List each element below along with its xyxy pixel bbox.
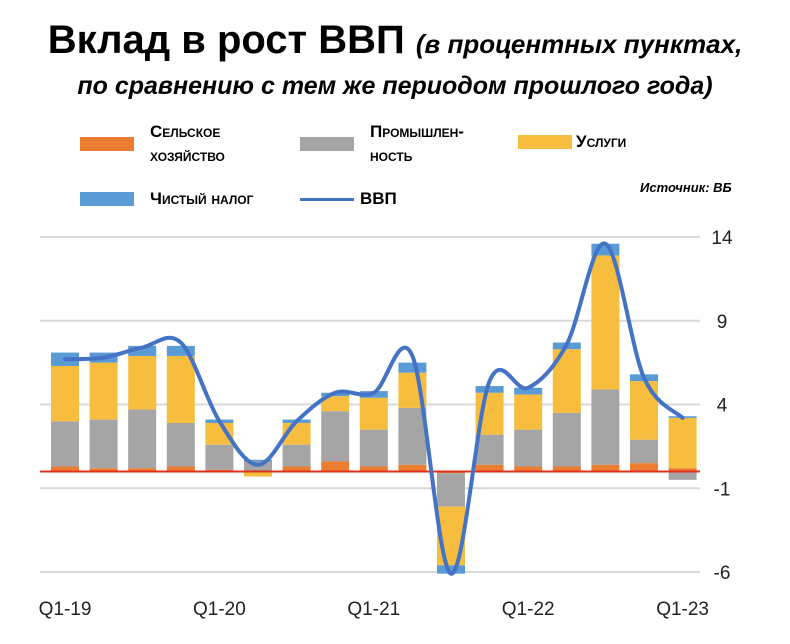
bar-agri bbox=[89, 468, 118, 472]
bar-services bbox=[244, 471, 272, 477]
bar-tax bbox=[166, 345, 195, 356]
legend-label: Промышлен- bbox=[370, 122, 464, 141]
bar-agri bbox=[128, 468, 157, 472]
bar-tax bbox=[398, 362, 427, 373]
legend-label: ность bbox=[370, 146, 413, 165]
bar-services bbox=[128, 355, 157, 410]
bar-industry bbox=[437, 473, 465, 507]
bar-tax bbox=[475, 386, 504, 393]
bar-industry bbox=[552, 412, 581, 467]
bar-tax bbox=[128, 345, 157, 356]
legend-label: Чистый налог bbox=[150, 189, 254, 208]
bar-tax bbox=[244, 459, 272, 462]
bar-agri bbox=[398, 464, 427, 472]
bar-tax bbox=[514, 387, 543, 395]
legend-gdp: ВВП bbox=[300, 187, 397, 211]
y-tick-label: 9 bbox=[717, 312, 728, 333]
legend-industry: Промышлен-ность bbox=[300, 120, 464, 168]
bar-services bbox=[51, 365, 79, 422]
bar-industry bbox=[205, 444, 234, 470]
legend-tax: Чистый налог bbox=[80, 187, 253, 211]
chart-title: Вклад в рост ВВП (в процентных пунктах, bbox=[0, 18, 790, 63]
legend-swatch-tax bbox=[80, 192, 134, 206]
bar-industry bbox=[591, 389, 620, 465]
bar-tax bbox=[437, 565, 465, 574]
bar-services bbox=[89, 362, 118, 420]
bar-agri bbox=[475, 464, 504, 472]
bar-agri bbox=[359, 466, 388, 472]
x-tick-label: Q1-22 bbox=[502, 599, 555, 620]
bar-services bbox=[630, 381, 658, 440]
legend-swatch-services bbox=[518, 135, 572, 149]
legend-label: Услуги bbox=[576, 132, 627, 151]
bar-services bbox=[359, 397, 388, 430]
bar-services bbox=[514, 394, 543, 430]
title-subtitle-2: по сравнению с тем же периодом прошлого … bbox=[77, 72, 713, 100]
y-tick-label: 14 bbox=[711, 228, 733, 249]
bar-services bbox=[321, 396, 350, 412]
legend-label: Сельское bbox=[150, 122, 221, 141]
legend-agri: Сельское хозяйство bbox=[80, 120, 225, 168]
x-tick-label: Q1-21 bbox=[347, 599, 400, 620]
y-tick-label: -6 bbox=[714, 563, 731, 584]
bar-services bbox=[591, 255, 620, 390]
legend-swatch-industry bbox=[300, 137, 354, 151]
bar-agri bbox=[514, 466, 543, 472]
bar-industry bbox=[668, 471, 697, 480]
bar-services bbox=[205, 422, 234, 445]
x-tick-label: Q1-23 bbox=[656, 599, 709, 620]
bar-industry bbox=[359, 429, 388, 467]
bar-industry bbox=[51, 421, 79, 467]
source-note: Источник: ВБ bbox=[640, 180, 732, 195]
bar-industry bbox=[630, 439, 658, 464]
bar-agri bbox=[668, 468, 697, 472]
bar-industry bbox=[514, 429, 543, 467]
legend-swatch-agri bbox=[80, 137, 134, 151]
bar-agri bbox=[630, 463, 658, 472]
bar-industry bbox=[128, 409, 157, 469]
title-subtitle-1: (в процентных пунктах, bbox=[415, 29, 743, 59]
gdp-line bbox=[63, 241, 685, 576]
bar-industry bbox=[282, 444, 311, 467]
legend-services: Услуги bbox=[518, 130, 626, 154]
legend-label: ВВП bbox=[360, 189, 397, 208]
bar-agri bbox=[51, 466, 79, 472]
bar-industry bbox=[166, 422, 195, 467]
bar-agri bbox=[552, 466, 581, 472]
legend-label: хозяйство bbox=[150, 146, 225, 165]
x-tick-label: Q1-19 bbox=[39, 599, 92, 620]
legend-line-gdp bbox=[300, 197, 354, 201]
y-tick-label: -1 bbox=[714, 479, 731, 500]
bar-agri bbox=[282, 466, 311, 472]
bar-industry bbox=[475, 434, 504, 465]
bar-agri bbox=[321, 461, 350, 472]
y-tick-label: 4 bbox=[717, 396, 728, 417]
bar-industry bbox=[89, 419, 118, 469]
bar-tax bbox=[591, 243, 620, 256]
title-main: Вклад в рост ВВП bbox=[47, 18, 405, 62]
bar-services bbox=[166, 355, 195, 423]
bar-agri bbox=[591, 464, 620, 472]
x-tick-label: Q1-20 bbox=[193, 599, 246, 620]
bar-industry bbox=[398, 407, 427, 465]
bar-agri bbox=[166, 466, 195, 472]
bar-services bbox=[668, 417, 697, 469]
bar-industry bbox=[321, 411, 350, 462]
